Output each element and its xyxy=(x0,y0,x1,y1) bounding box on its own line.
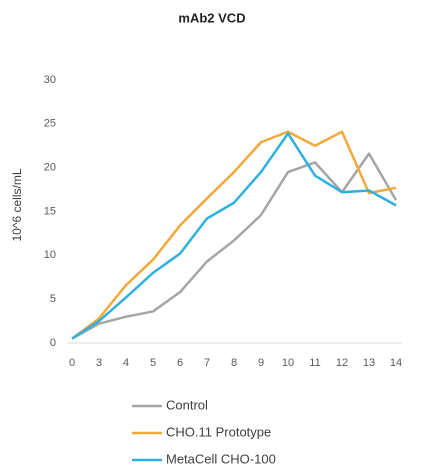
x-tick-label: 0 xyxy=(69,357,75,369)
series-line xyxy=(71,130,397,340)
x-tick-label: 6 xyxy=(177,357,183,369)
y-tick-label: 0 xyxy=(50,337,56,349)
x-tick-label: 3 xyxy=(96,357,102,369)
x-tick-label: 14 xyxy=(390,357,402,369)
x-tick-label: 12 xyxy=(336,357,348,369)
y-axis-label: 10^6 cells/mL xyxy=(10,168,24,241)
x-tick-label: 8 xyxy=(231,357,237,369)
y-tick-label: 15 xyxy=(44,205,56,217)
x-tick-label: 5 xyxy=(150,357,156,369)
y-tick-label: 25 xyxy=(44,118,56,130)
legend-label: CHO.11 Prototype xyxy=(166,424,271,439)
y-tick-label: 20 xyxy=(44,162,56,174)
chart-title: mAb2 VCD xyxy=(178,10,245,25)
x-tick-label: 9 xyxy=(258,357,264,369)
legend-label: MetaCell CHO-100 xyxy=(166,451,276,465)
series-line xyxy=(71,152,398,340)
y-tick-label: 10 xyxy=(44,249,56,261)
x-tick-label: 4 xyxy=(123,357,129,369)
x-tick-label: 10 xyxy=(282,357,294,369)
x-tick-label: 11 xyxy=(309,357,320,369)
y-tick-label: 5 xyxy=(50,293,56,305)
x-tick-label: 13 xyxy=(363,357,375,369)
x-tick-label: 7 xyxy=(204,357,210,369)
series-line xyxy=(71,132,397,340)
y-tick-label: 30 xyxy=(44,74,56,86)
legend-label: Control xyxy=(166,397,208,412)
